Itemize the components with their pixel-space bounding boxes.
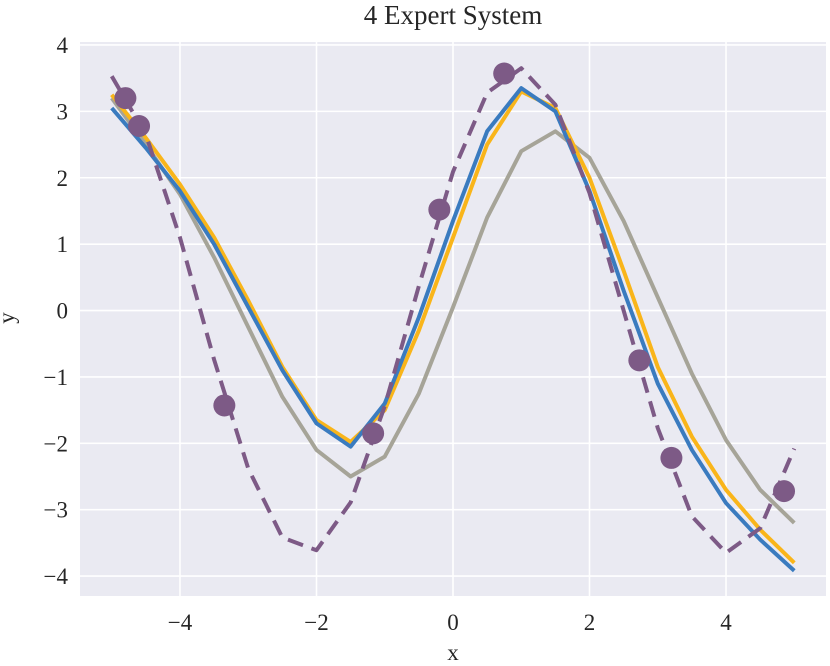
y-tick-label: 3	[57, 99, 69, 124]
y-tick-label: −2	[44, 431, 68, 456]
scatter-point	[362, 422, 385, 445]
scatter-point	[660, 446, 683, 469]
x-tick-label: −2	[304, 610, 328, 635]
y-tick-label: −3	[44, 498, 68, 523]
line	[110, 86, 796, 573]
y-tick-label: −1	[44, 365, 68, 390]
y-tick-label: 2	[57, 166, 69, 191]
scatter-point	[213, 394, 236, 417]
line	[110, 89, 796, 565]
y-tick-label: 4	[57, 33, 69, 58]
scatter-point	[773, 480, 796, 503]
y-tick-label: −4	[44, 564, 69, 589]
line	[110, 96, 796, 525]
chart-title: 4 Expert System	[364, 0, 542, 30]
scatter-point	[493, 62, 516, 85]
scatter-point	[128, 114, 151, 137]
x-tick-label: 0	[447, 610, 459, 635]
x-axis-label: x	[447, 640, 459, 665]
scatter-point	[628, 349, 651, 372]
y-axis-label: y	[0, 312, 19, 324]
x-tick-label: 4	[720, 610, 732, 635]
y-tick-label: 0	[57, 299, 69, 324]
x-tick-label: −4	[168, 610, 193, 635]
scatter-point	[428, 198, 451, 221]
scatter-point	[114, 87, 137, 110]
x-tick-label: 2	[584, 610, 596, 635]
y-tick-label: 1	[57, 232, 69, 257]
